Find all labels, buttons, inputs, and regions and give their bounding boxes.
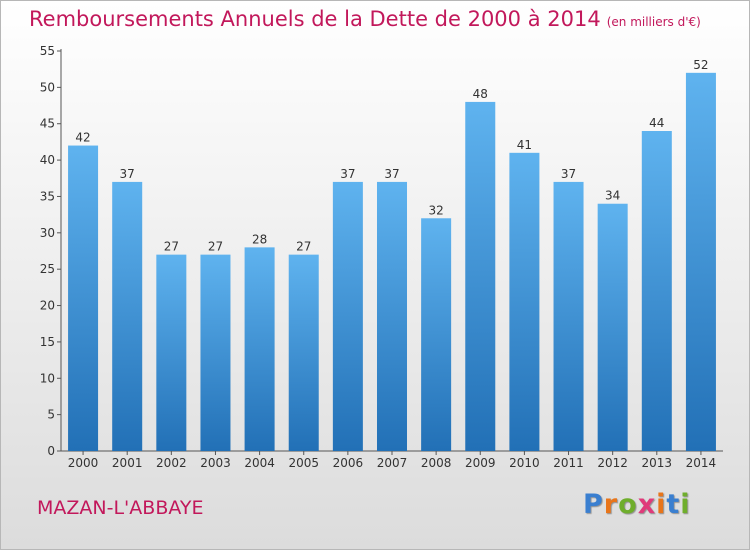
- chart-title: Remboursements Annuels de la Dette de 20…: [29, 7, 701, 31]
- proxiti-logo: Proxiti: [583, 489, 691, 520]
- y-tick-label: 20: [40, 299, 55, 313]
- x-tick-label: 2004: [244, 456, 275, 470]
- y-tick-label: 45: [40, 117, 55, 131]
- bar-value-label: 37: [384, 167, 399, 181]
- bar-value-label: 34: [605, 189, 620, 203]
- logo-letter: i: [656, 489, 667, 520]
- chart-title-text: Remboursements Annuels de la Dette de 20…: [29, 7, 601, 31]
- bar: [421, 218, 452, 451]
- bar-value-label: 28: [252, 232, 267, 246]
- bar-value-label: 48: [473, 87, 488, 101]
- bar: [156, 254, 187, 451]
- x-tick-label: 2014: [686, 456, 717, 470]
- x-tick-label: 2006: [333, 456, 364, 470]
- y-tick-label: 10: [40, 371, 55, 385]
- x-tick-label: 2003: [200, 456, 231, 470]
- bar-value-label: 44: [649, 116, 664, 130]
- bar-value-label: 37: [340, 167, 355, 181]
- logo-letter: t: [666, 489, 681, 520]
- x-tick-label: 2008: [421, 456, 452, 470]
- bar: [465, 101, 496, 451]
- bar: [641, 131, 672, 451]
- y-tick-label: 25: [40, 262, 55, 276]
- bar-value-label: 27: [164, 240, 179, 254]
- x-tick-label: 2000: [68, 456, 99, 470]
- y-tick-label: 55: [40, 44, 55, 58]
- bar-value-label: 27: [296, 240, 311, 254]
- logo-letter: x: [637, 489, 657, 520]
- bar-value-label: 42: [75, 131, 90, 145]
- bar: [332, 181, 363, 451]
- x-tick-label: 2010: [509, 456, 540, 470]
- bar: [112, 181, 143, 451]
- x-tick-label: 2009: [465, 456, 496, 470]
- bar-value-label: 37: [561, 167, 576, 181]
- x-tick-label: 2012: [597, 456, 628, 470]
- logo-letter: o: [618, 489, 638, 520]
- bar: [200, 254, 231, 451]
- y-tick-label: 30: [40, 226, 55, 240]
- chart-unit: (en milliers d'€): [606, 15, 701, 29]
- x-tick-label: 2007: [377, 456, 408, 470]
- y-tick-label: 35: [40, 189, 55, 203]
- bar-value-label: 27: [208, 240, 223, 254]
- bar: [244, 247, 275, 451]
- logo-letter: i: [680, 489, 691, 520]
- y-tick-label: 0: [47, 444, 55, 458]
- y-tick-label: 50: [40, 80, 55, 94]
- bar: [288, 254, 319, 451]
- bar-value-label: 32: [428, 203, 443, 217]
- x-tick-label: 2005: [288, 456, 319, 470]
- logo-letter: P: [583, 489, 604, 520]
- bar: [597, 203, 628, 451]
- bar-value-label: 41: [517, 138, 532, 152]
- bar-value-label: 52: [693, 58, 708, 72]
- x-tick-label: 2002: [156, 456, 187, 470]
- bar: [509, 152, 540, 451]
- bar: [376, 181, 408, 451]
- commune-name: MAZAN-L'ABBAYE: [37, 497, 204, 519]
- x-tick-label: 2011: [553, 456, 584, 470]
- bar: [553, 181, 584, 451]
- y-tick-label: 5: [47, 408, 55, 422]
- y-tick-label: 15: [40, 335, 55, 349]
- bar: [685, 72, 716, 452]
- y-tick-label: 40: [40, 153, 55, 167]
- logo-letter: r: [603, 489, 619, 520]
- bar: [68, 145, 99, 451]
- x-tick-label: 2001: [112, 456, 143, 470]
- bar-value-label: 37: [120, 167, 135, 181]
- x-tick-label: 2013: [642, 456, 673, 470]
